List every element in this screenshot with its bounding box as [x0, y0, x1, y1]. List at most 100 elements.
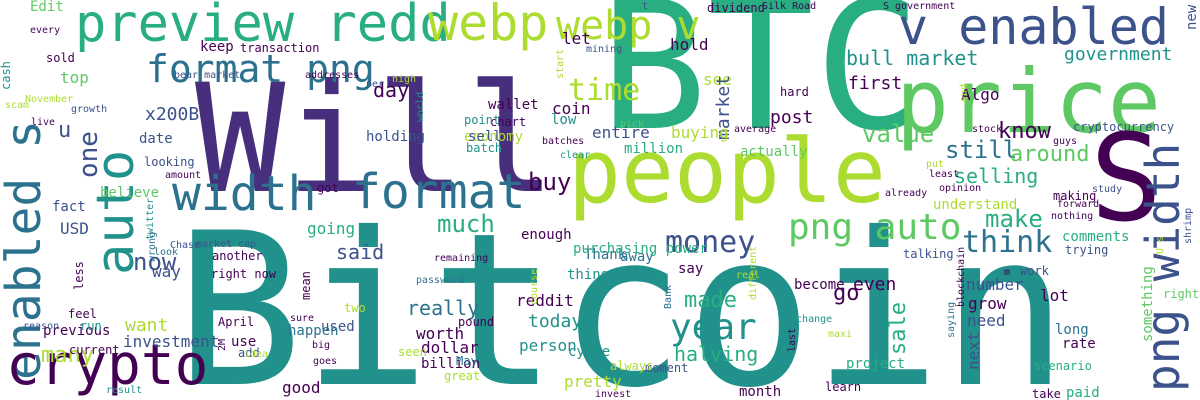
word-u: u	[58, 118, 72, 143]
word-fact: fact	[52, 199, 86, 215]
word-great: great	[444, 369, 481, 383]
word-pick: pick	[620, 119, 645, 130]
word-pretty: pretty	[564, 372, 622, 391]
word-see: see	[703, 70, 732, 89]
word-big: big	[312, 340, 331, 351]
word-mean: mean	[299, 271, 313, 300]
word-s: S	[1090, 110, 1163, 249]
word-bear-market: bear market	[174, 70, 241, 81]
word-people: people	[568, 120, 886, 223]
word-day: day	[373, 78, 410, 102]
word-value: value	[862, 120, 935, 148]
word-halving: halving	[674, 342, 759, 366]
word-start: start	[555, 48, 566, 79]
word-transaction: transaction	[240, 41, 320, 55]
word-live: live	[31, 117, 56, 128]
word-made: made	[684, 288, 737, 313]
word-something: something	[1140, 266, 1156, 342]
word-algo: Algo	[961, 85, 1000, 104]
word-addresses: addresses	[305, 70, 360, 81]
word-making: making	[1053, 189, 1097, 203]
word-format: format	[352, 164, 526, 220]
word-clear: clear	[560, 150, 591, 161]
word-lot: lot	[1040, 286, 1069, 305]
word-bitcoin: Bitcoin	[175, 187, 1069, 400]
word-got: got	[317, 181, 339, 195]
word-seen: seen	[398, 345, 427, 359]
word-right-now: right now	[211, 267, 277, 281]
word-become: become	[794, 277, 845, 293]
word-course: course	[529, 268, 540, 305]
word-nothing: nothing	[1051, 211, 1094, 222]
word-comments: comments	[1062, 229, 1130, 245]
word-go: go	[833, 281, 860, 306]
word-edit: Edit	[30, 0, 64, 15]
word-time: time	[568, 73, 641, 108]
word-png-auto: png auto	[788, 207, 962, 248]
word-high: high	[392, 74, 417, 85]
word-tweet: tweet	[849, 368, 886, 382]
word-thing: thing	[567, 267, 610, 283]
word-person: person	[519, 336, 577, 355]
word-much: much	[437, 210, 495, 238]
word-growth: growth	[71, 104, 108, 115]
word-worth: worth	[416, 324, 465, 343]
word-last: last	[787, 327, 798, 352]
word-chart: chart	[490, 115, 527, 129]
word-mining: mining	[586, 44, 623, 55]
word-month: month	[739, 384, 782, 400]
word-talking: talking	[903, 247, 954, 261]
word-reason: reason	[23, 321, 60, 332]
word-way: way	[152, 262, 181, 281]
word-password: password	[416, 275, 465, 286]
word-long: long	[1055, 322, 1089, 338]
word-hard: hard	[780, 85, 809, 99]
word-use: use	[231, 334, 257, 350]
word-scam: scam	[5, 100, 30, 111]
word-economy: economy	[464, 129, 524, 145]
word-good: good	[282, 378, 321, 397]
word-average: average	[734, 124, 777, 135]
word-goes: goes	[313, 356, 338, 367]
word-said: said	[336, 240, 385, 264]
word-year: year	[670, 307, 757, 348]
word-2m: 2M	[217, 338, 228, 351]
word-selling: selling	[954, 164, 1039, 188]
word-take: take	[1032, 387, 1061, 400]
word-grow: grow	[968, 294, 1007, 313]
word-cycle: cycle	[568, 344, 611, 360]
word-paid: paid	[1066, 385, 1100, 400]
word-cryptocurrency: cryptocurrency	[1073, 120, 1175, 134]
word-dollar: dollar	[421, 338, 479, 357]
word-top: top	[60, 68, 89, 87]
word-add: add	[238, 346, 260, 360]
word-put: put	[926, 159, 945, 170]
word-sold: sold	[46, 51, 75, 65]
word-batches: batches	[542, 136, 585, 147]
word-rate: rate	[1062, 336, 1096, 352]
word-right: right	[1163, 287, 1200, 301]
word-webp: webp	[428, 0, 549, 52]
word-thank: Thank	[584, 247, 627, 263]
word-another: another	[212, 249, 263, 263]
word-scenario: scenario	[1034, 359, 1092, 373]
word-idea: idea	[244, 349, 269, 360]
word-work: work	[1020, 264, 1049, 278]
word-result: result	[106, 385, 143, 396]
word-t: t	[642, 1, 649, 12]
word-million: million	[624, 141, 684, 157]
word-blockchain: blockchain	[956, 246, 967, 307]
word-silk-road: Silk Road	[762, 1, 817, 12]
word-want: want	[125, 315, 169, 336]
word-number: number	[966, 275, 1024, 294]
word-format-png: format png	[146, 47, 375, 91]
word-november: November	[25, 94, 74, 105]
word-maxi: maxi	[828, 329, 853, 340]
word-today: today	[528, 311, 583, 332]
word-understand: understand	[933, 197, 1018, 213]
word-forward: forward	[1057, 199, 1100, 210]
word-happen: happen	[288, 323, 339, 339]
word-learn: learn	[825, 380, 862, 394]
word-look: look	[154, 247, 179, 258]
word-think: think	[962, 225, 1053, 260]
